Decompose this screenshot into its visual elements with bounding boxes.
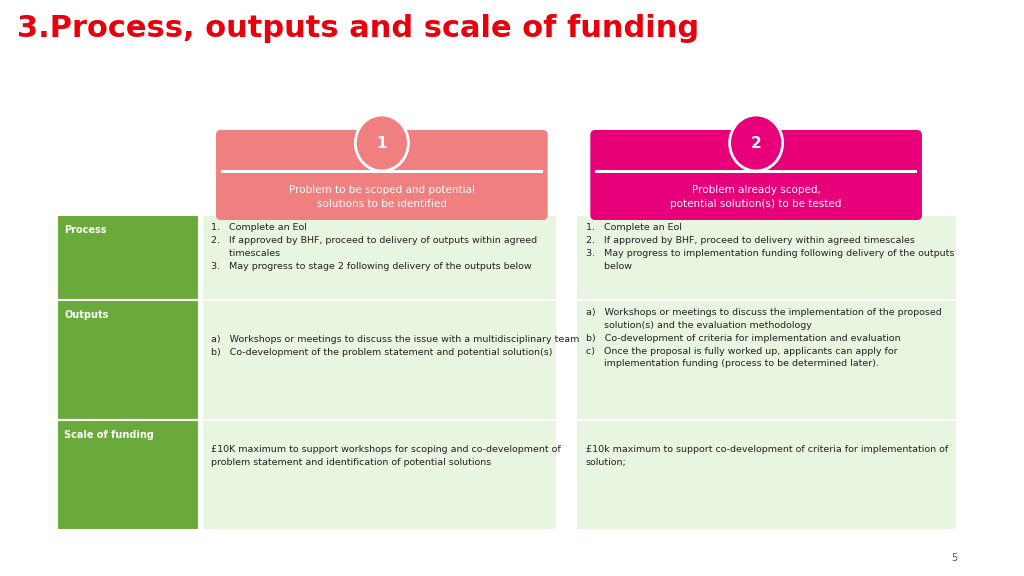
Text: a)   Workshops or meetings to discuss the issue with a multidisciplinary team
b): a) Workshops or meetings to discuss the …	[211, 335, 580, 357]
Text: 1.   Complete an EoI
2.   If approved by BHF, proceed to delivery of outputs wit: 1. Complete an EoI 2. If approved by BHF…	[211, 223, 538, 271]
Bar	[57, 300, 199, 420]
Text: £10K maximum to support workshops for scoping and co-development of
problem stat: £10K maximum to support workshops for sc…	[211, 445, 561, 467]
Bar	[577, 420, 957, 530]
FancyBboxPatch shape	[590, 130, 922, 220]
Bar	[202, 420, 557, 530]
Text: Problem already scoped,
potential solution(s) to be tested: Problem already scoped, potential soluti…	[671, 185, 842, 209]
Text: a)   Workshops or meetings to discuss the implementation of the proposed
      s: a) Workshops or meetings to discuss the …	[586, 308, 941, 369]
Bar	[57, 420, 199, 530]
Bar	[202, 300, 557, 420]
Circle shape	[730, 115, 782, 171]
Bar	[577, 215, 957, 300]
Bar	[595, 170, 918, 173]
Bar	[57, 215, 199, 300]
Bar	[221, 170, 543, 173]
Text: 2: 2	[751, 135, 762, 150]
Bar	[577, 300, 957, 420]
Text: Scale of funding: Scale of funding	[65, 430, 155, 440]
Text: £10k maximum to support co-development of criteria for implementation of
solutio: £10k maximum to support co-development o…	[586, 445, 948, 467]
Circle shape	[355, 115, 409, 171]
Text: Process: Process	[65, 225, 106, 235]
Text: 1.   Complete an EoI
2.   If approved by BHF, proceed to delivery within agreed : 1. Complete an EoI 2. If approved by BHF…	[586, 223, 954, 271]
Text: Outputs: Outputs	[65, 310, 109, 320]
Text: 1: 1	[377, 135, 387, 150]
FancyBboxPatch shape	[216, 130, 548, 220]
Text: 3.Process, outputs and scale of funding: 3.Process, outputs and scale of funding	[17, 14, 699, 43]
Bar	[202, 215, 557, 300]
Text: 5: 5	[950, 553, 957, 563]
Text: Problem to be scoped and potential
solutions to be identified: Problem to be scoped and potential solut…	[289, 185, 475, 209]
